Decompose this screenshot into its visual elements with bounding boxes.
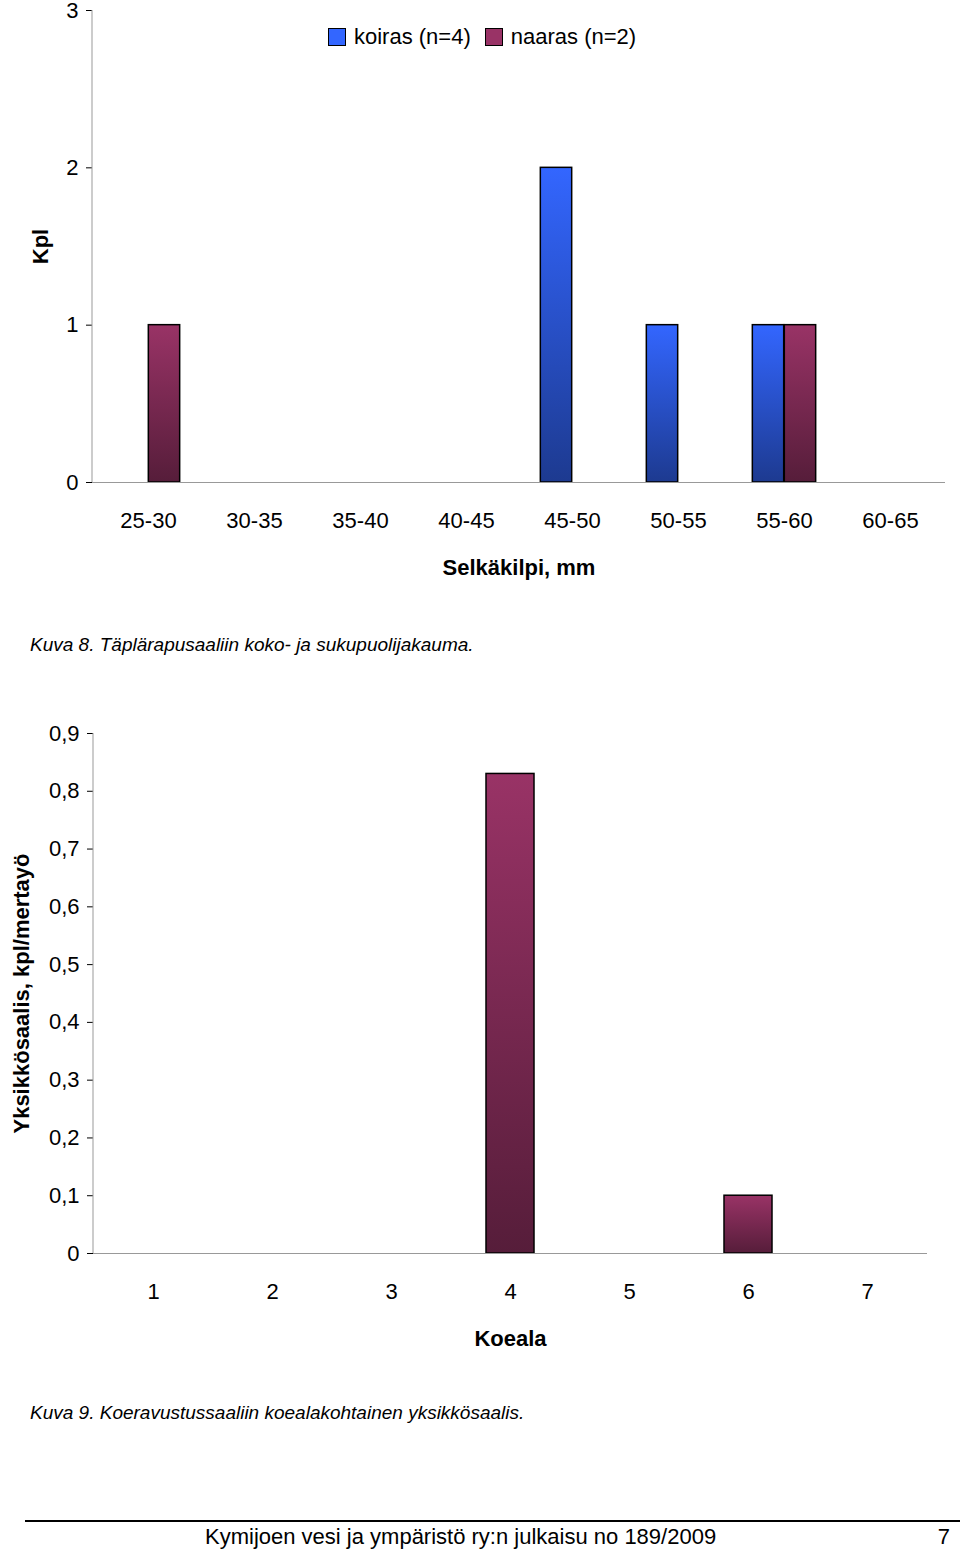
html-text:Kuva 8. Täplärapusaaliin koko-: Kuva 8. Täplärapusaaliin koko- ja sukupu… (30, 634, 474, 655)
svg-text:25-30: 25-30 (120, 508, 176, 533)
svg-text:1: 1 (66, 312, 78, 337)
svg-text:0,2: 0,2 (49, 1125, 80, 1150)
svg-text:0,7: 0,7 (49, 836, 80, 861)
svg-text:0,4: 0,4 (49, 1009, 80, 1034)
svg-text:55-60: 55-60 (756, 508, 812, 533)
svg-text:0,8: 0,8 (49, 778, 80, 803)
svg-text:Kpl: Kpl (28, 229, 53, 264)
svg-text:30-35: 30-35 (226, 508, 282, 533)
html-text:Kuva 9. Koeravustussaaliin koe: Kuva 9. Koeravustussaaliin koealakohtain… (30, 1402, 525, 1423)
svg-text:Yksikkösaalis, kpl/mertayö: Yksikkösaalis, kpl/mertayö (9, 853, 34, 1133)
svg-text:60-65: 60-65 (862, 508, 918, 533)
svg-text:4: 4 (504, 1279, 516, 1304)
html-text:Kymijoen vesi ja ympäristö ry:: Kymijoen vesi ja ympäristö ry:n julkaisu… (205, 1524, 717, 1549)
svg-text:0,9: 0,9 (49, 721, 80, 746)
html-text:naaras (n=2): naaras (n=2) (510, 24, 637, 49)
svg-text:3: 3 (385, 1279, 397, 1304)
svg-text:0: 0 (66, 470, 78, 495)
svg-text:50-55: 50-55 (650, 508, 706, 533)
html-text:koiras (n=4): koiras (n=4) (354, 24, 471, 49)
svg-text:0,1: 0,1 (49, 1183, 80, 1208)
svg-text:Selkäkilpi, mm: Selkäkilpi, mm (443, 555, 596, 580)
svg-text:40-45: 40-45 (438, 508, 494, 533)
svg-text:0,3: 0,3 (49, 1067, 80, 1092)
svg-text:45-50: 45-50 (544, 508, 600, 533)
svg-text:0: 0 (67, 1241, 79, 1266)
svg-text:5: 5 (623, 1279, 635, 1304)
svg-text:3: 3 (66, 0, 78, 23)
svg-text:0,5: 0,5 (49, 952, 80, 977)
svg-text:35-40: 35-40 (332, 508, 388, 533)
svg-text:7: 7 (861, 1279, 873, 1304)
svg-text:2: 2 (266, 1279, 278, 1304)
svg-text:1: 1 (147, 1279, 159, 1304)
html-text:7: 7 (937, 1524, 950, 1549)
svg-text:0,6: 0,6 (49, 894, 80, 919)
svg-text:Koeala: Koeala (474, 1326, 547, 1351)
svg-text:2: 2 (66, 155, 78, 180)
svg-text:6: 6 (742, 1279, 754, 1304)
